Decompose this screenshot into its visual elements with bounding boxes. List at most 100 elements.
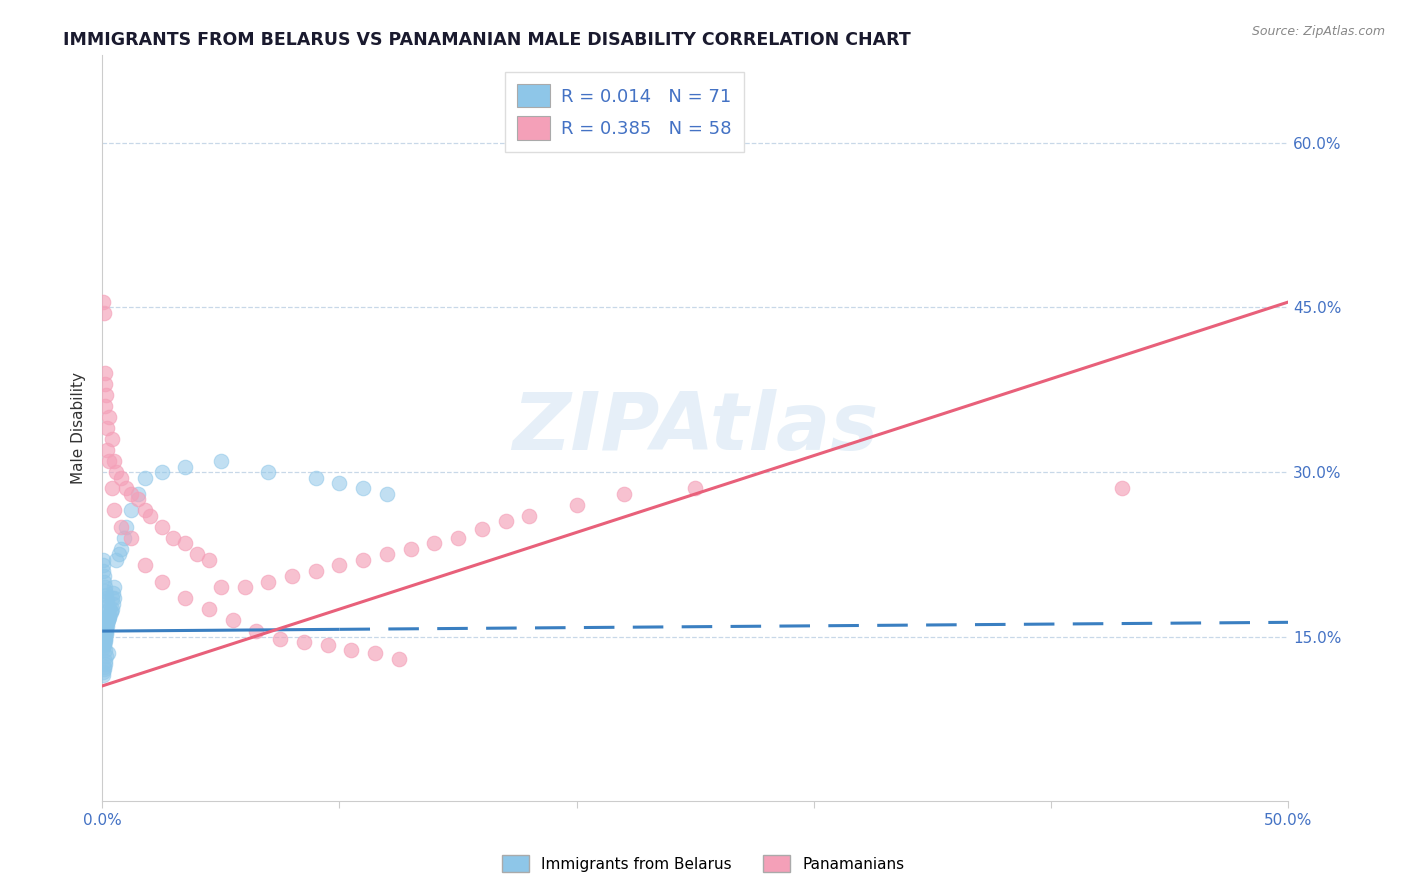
Point xyxy=(134,503,156,517)
Point xyxy=(94,649,117,664)
Point xyxy=(245,624,267,639)
Point xyxy=(110,470,132,484)
Point xyxy=(98,454,121,468)
Point xyxy=(352,482,374,496)
Point xyxy=(100,482,122,496)
Point xyxy=(94,631,117,645)
Point xyxy=(93,637,115,651)
Point xyxy=(352,553,374,567)
Point xyxy=(471,522,494,536)
Point xyxy=(97,646,120,660)
Point xyxy=(269,632,291,646)
Point xyxy=(100,432,122,446)
Point xyxy=(97,613,120,627)
Point xyxy=(100,602,122,616)
Point xyxy=(127,487,149,501)
Point xyxy=(174,536,197,550)
Point xyxy=(93,624,115,639)
Point xyxy=(96,610,118,624)
Point xyxy=(96,594,118,608)
Point xyxy=(93,621,115,635)
Point xyxy=(257,465,280,479)
Point xyxy=(94,377,117,392)
Point xyxy=(93,632,115,646)
Point xyxy=(375,487,398,501)
Point xyxy=(120,531,142,545)
Point xyxy=(115,482,138,496)
Point xyxy=(103,503,125,517)
Point xyxy=(97,613,120,627)
Point xyxy=(96,421,118,435)
Point xyxy=(101,597,124,611)
Point xyxy=(305,470,328,484)
Point xyxy=(91,564,114,578)
Point xyxy=(94,588,117,602)
Point xyxy=(292,635,315,649)
Point xyxy=(91,553,114,567)
Point xyxy=(93,399,115,413)
Point xyxy=(93,638,115,652)
Point xyxy=(93,635,115,649)
Point xyxy=(375,547,398,561)
Point xyxy=(105,553,128,567)
Point xyxy=(97,602,120,616)
Point xyxy=(174,591,197,606)
Point xyxy=(108,547,131,561)
Point xyxy=(93,657,115,671)
Point xyxy=(100,604,122,618)
Point xyxy=(96,591,118,606)
Point xyxy=(101,585,124,599)
Point xyxy=(495,515,517,529)
Text: Source: ZipAtlas.com: Source: ZipAtlas.com xyxy=(1251,25,1385,38)
Point xyxy=(98,410,121,425)
Point xyxy=(447,531,470,545)
Point xyxy=(103,591,125,606)
Point xyxy=(423,536,446,550)
Point xyxy=(209,580,232,594)
Point xyxy=(565,498,588,512)
Point xyxy=(96,615,118,630)
Point xyxy=(100,606,122,620)
Point xyxy=(257,574,280,589)
Point xyxy=(150,465,173,479)
Point xyxy=(233,580,256,594)
Point xyxy=(127,492,149,507)
Text: ZIPAtlas: ZIPAtlas xyxy=(512,389,879,467)
Point xyxy=(93,640,115,655)
Point xyxy=(93,366,115,380)
Point xyxy=(94,583,117,598)
Point xyxy=(93,306,115,320)
Point xyxy=(399,541,422,556)
Point xyxy=(93,569,115,583)
Point xyxy=(305,564,328,578)
Point xyxy=(685,482,707,496)
Point xyxy=(93,626,115,640)
Point xyxy=(94,618,117,632)
Point xyxy=(94,625,117,640)
Point xyxy=(103,580,125,594)
Point xyxy=(364,646,387,660)
Point xyxy=(186,547,208,561)
Point xyxy=(198,553,221,567)
Point xyxy=(613,487,636,501)
Point xyxy=(93,295,115,310)
Point xyxy=(98,607,121,622)
Point xyxy=(134,558,156,573)
Point xyxy=(110,541,132,556)
Point xyxy=(1111,482,1133,496)
Point xyxy=(91,558,114,573)
Point xyxy=(96,599,118,613)
Point xyxy=(94,654,117,668)
Point xyxy=(91,630,114,644)
Point xyxy=(105,465,128,479)
Point xyxy=(94,628,117,642)
Point xyxy=(91,665,114,679)
Point xyxy=(94,627,117,641)
Point xyxy=(93,580,115,594)
Point xyxy=(93,574,115,589)
Point xyxy=(222,613,245,627)
Point xyxy=(150,520,173,534)
Point xyxy=(120,503,142,517)
Point xyxy=(91,668,114,682)
Point xyxy=(103,454,125,468)
